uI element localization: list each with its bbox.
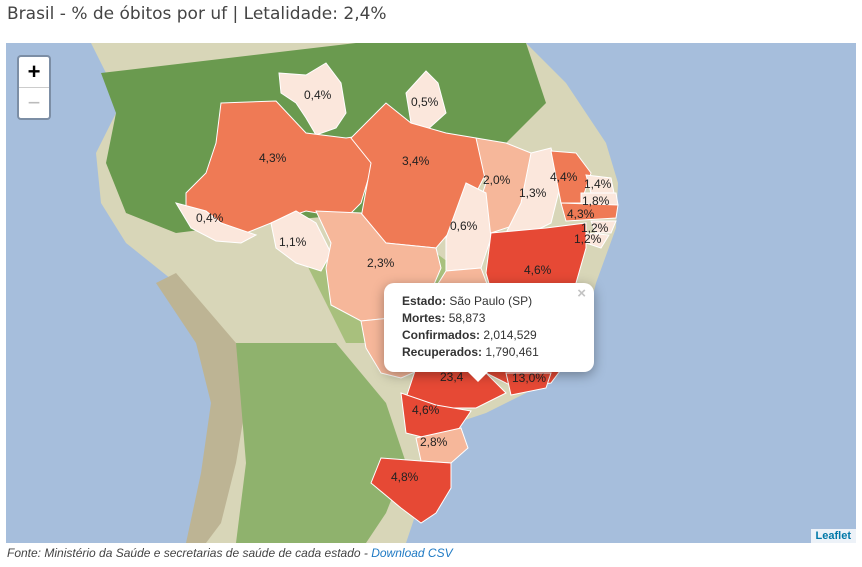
- footer-text: Fonte: Ministério da Saúde e secretarias…: [7, 546, 372, 560]
- leaflet-attribution-link[interactable]: Leaflet: [810, 529, 856, 543]
- zoom-in-button[interactable]: +: [19, 57, 49, 88]
- popup-estado-label: Estado:: [402, 294, 447, 308]
- label-PR: 4,6%: [412, 403, 440, 417]
- state-popup: × Estado: São Paulo (SP) Mortes: 58,873 …: [384, 283, 594, 372]
- state-CE: [550, 150, 592, 204]
- map[interactable]: 0,4% 0,5% 4,3% 3,4% 2,0% 1,3% 4,4% 1,4% …: [6, 43, 856, 543]
- state-AM: [185, 100, 382, 234]
- popup-recuperados-label: Recuperados:: [402, 345, 483, 359]
- page-title: Brasil - % de óbitos por uf | Letalidade…: [7, 4, 387, 24]
- state-AL: [590, 220, 617, 234]
- label-RN: 1,4%: [584, 177, 612, 191]
- label-CE: 4,4%: [550, 170, 578, 184]
- label-AC: 0,4%: [196, 211, 224, 225]
- popup-tip: [466, 370, 490, 382]
- label-RS: 4,8%: [391, 470, 419, 484]
- label-SP: 23,4: [440, 370, 464, 384]
- state-RJ: [505, 372, 552, 396]
- label-RO: 1,1%: [279, 235, 307, 249]
- label-SE: 1,2%: [574, 232, 602, 246]
- popup-confirmados-row: Confirmados: 2,014,529: [402, 327, 580, 344]
- popup-close-button[interactable]: ×: [577, 285, 586, 302]
- label-MA: 2,0%: [483, 173, 511, 187]
- source-footer: Fonte: Ministério da Saúde e secretarias…: [7, 546, 453, 560]
- popup-confirmados-value: 2,014,529: [483, 328, 537, 342]
- state-RO: [270, 210, 332, 272]
- label-BA: 4,6%: [524, 263, 552, 277]
- popup-recuperados-value: 1,790,461: [485, 345, 539, 359]
- popup-recuperados-row: Recuperados: 1,790,461: [402, 344, 580, 361]
- popup-mortes-value: 58,873: [448, 311, 486, 325]
- state-AC: [174, 202, 258, 244]
- state-RR: [278, 62, 347, 136]
- popup-mortes-row: Mortes: 58,873: [402, 310, 580, 327]
- state-SC: [415, 427, 469, 464]
- andes-mountains: [156, 273, 246, 543]
- popup-confirmados-label: Confirmados:: [402, 328, 480, 342]
- download-csv-link[interactable]: Download CSV: [371, 546, 453, 560]
- state-RS: [370, 457, 452, 524]
- label-MT: 2,3%: [367, 256, 395, 270]
- label-TO: 0,6%: [450, 219, 478, 233]
- label-AM: 4,3%: [259, 151, 287, 165]
- popup-estado-value: São Paulo (SP): [449, 294, 533, 308]
- label-SC: 2,8%: [420, 435, 448, 449]
- zoom-control: + −: [17, 55, 51, 120]
- label-AL: 1,2%: [581, 221, 609, 235]
- popup-mortes-label: Mortes:: [402, 311, 446, 325]
- label-AP: 0,5%: [411, 95, 439, 109]
- popup-estado-row: Estado: São Paulo (SP): [402, 293, 580, 310]
- label-PI: 1,3%: [519, 186, 547, 200]
- southern-land: [236, 343, 406, 543]
- map-canvas[interactable]: 0,4% 0,5% 4,3% 3,4% 2,0% 1,3% 4,4% 1,4% …: [6, 43, 856, 543]
- label-RJ: 13,0%: [512, 371, 546, 385]
- label-RR: 0,4%: [304, 88, 332, 102]
- zoom-out-button[interactable]: −: [27, 90, 41, 115]
- label-PE: 4,3%: [567, 207, 595, 221]
- label-PA: 3,4%: [402, 154, 430, 168]
- state-PE: [560, 202, 619, 222]
- label-PB: 1,8%: [582, 194, 610, 208]
